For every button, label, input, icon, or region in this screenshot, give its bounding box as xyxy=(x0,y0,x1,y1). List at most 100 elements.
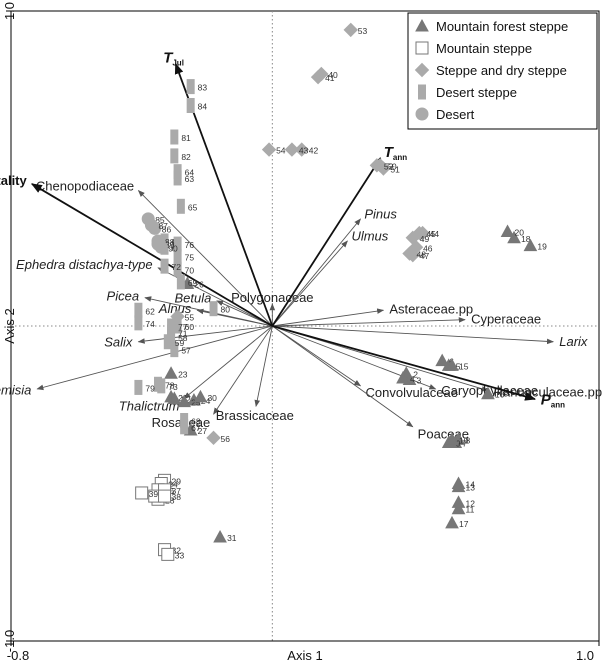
sample-label-40: 40 xyxy=(328,70,338,80)
taxon-vector-salix xyxy=(137,325,273,344)
sample-label-39: 39 xyxy=(149,489,159,499)
sample-label-90: 90 xyxy=(168,243,178,253)
sample-point-77 xyxy=(167,318,176,334)
sample-point-10 xyxy=(445,432,459,445)
sample-label-47: 47 xyxy=(420,251,430,261)
taxon-label-larix: Larix xyxy=(559,334,588,349)
sample-label-88: 88 xyxy=(165,237,175,247)
sample-point-49 xyxy=(405,230,421,246)
sample-point-53 xyxy=(343,22,358,38)
taxon-vector-betula xyxy=(216,300,273,327)
sample-label-34: 34 xyxy=(168,480,178,490)
sample-label-8: 8 xyxy=(466,435,471,445)
sample-point-17 xyxy=(445,515,459,529)
sample-point-6 xyxy=(435,353,450,367)
sample-label-76: 76 xyxy=(185,240,195,250)
taxon-label-convolvulaceae: Convolvulaceae xyxy=(365,385,458,400)
sample-label-80: 80 xyxy=(221,305,231,315)
sample-point-14 xyxy=(451,476,466,489)
legend-marker-mountain-steppe xyxy=(415,41,429,55)
sample-points: 2345678910111213141516171819202122232425… xyxy=(134,22,547,561)
sample-point-22 xyxy=(167,391,182,404)
taxon-label-betula: Betula xyxy=(174,290,211,305)
env-label-p-ann: Pann xyxy=(541,392,565,410)
sample-label-4: 4 xyxy=(410,374,415,384)
sample-label-9: 9 xyxy=(456,439,461,449)
sample-label-19: 19 xyxy=(537,242,547,252)
env-vector-continentality xyxy=(30,183,273,327)
sample-point-82 xyxy=(170,148,179,164)
taxon-vector-alnus xyxy=(196,308,273,327)
sample-label-70: 70 xyxy=(185,265,195,275)
sample-label-46: 46 xyxy=(423,243,433,253)
sample-point-83 xyxy=(186,79,195,95)
sample-point-64 xyxy=(173,164,182,180)
sample-label-68: 68 xyxy=(191,417,201,427)
taxon-label-chenopodiaceae: Chenopodiaceae xyxy=(36,178,134,193)
taxon-label-artemisia: Artemisia xyxy=(0,383,31,398)
legend-box xyxy=(407,12,598,130)
sample-label-17: 17 xyxy=(459,519,469,529)
sample-label-56: 56 xyxy=(221,434,231,444)
taxon-label-ephedra-distachya-type: Ephedra distachya-type xyxy=(16,257,153,272)
sample-point-20 xyxy=(500,224,515,237)
legend-label-steppe-and-dry-steppe: Steppe and dry steppe xyxy=(436,63,567,78)
taxon-vector-convolvulaceae xyxy=(272,325,362,387)
y-tick-label-1: -1.0 xyxy=(2,630,17,652)
y-tick-label-0: 1.0 xyxy=(2,2,17,20)
sample-label-44: 44 xyxy=(430,229,440,239)
sample-label-60: 60 xyxy=(185,322,195,332)
sample-label-16: 16 xyxy=(495,390,505,400)
taxon-label-salix: Salix xyxy=(104,334,133,349)
sample-label-82: 82 xyxy=(181,152,191,162)
sample-label-55: 55 xyxy=(185,313,195,323)
sample-label-33: 33 xyxy=(175,550,185,560)
env-label-continentality: continentality xyxy=(0,173,28,188)
sample-label-11: 11 xyxy=(466,505,475,515)
sample-label-20: 20 xyxy=(515,228,525,238)
x-axis-title: Axis 1 xyxy=(287,648,322,663)
sample-point-74 xyxy=(134,315,143,331)
sample-label-81: 81 xyxy=(181,133,191,143)
sample-label-50: 50 xyxy=(387,161,397,171)
sample-point-16 xyxy=(481,386,495,400)
sample-label-14: 14 xyxy=(466,480,476,490)
sample-point-62 xyxy=(134,302,143,318)
sample-label-45: 45 xyxy=(426,229,436,239)
taxon-vector-cyperaceae xyxy=(272,317,466,327)
sample-label-72: 72 xyxy=(172,262,182,272)
sample-label-89: 89 xyxy=(165,240,175,250)
sample-label-12: 12 xyxy=(466,498,476,508)
sample-label-62: 62 xyxy=(145,306,155,316)
legend-marker-desert xyxy=(415,107,429,121)
legend-marker-mountain-forest-steppe xyxy=(415,18,429,32)
sample-point-56 xyxy=(206,430,221,446)
sample-label-57: 57 xyxy=(181,346,191,356)
sample-label-37: 37 xyxy=(172,486,182,496)
sample-label-41: 41 xyxy=(325,73,335,83)
sample-point-72 xyxy=(160,258,169,274)
sample-point-30 xyxy=(193,389,208,403)
taxon-label-cyperaceae: Cyperaceae xyxy=(471,312,541,327)
sample-label-13: 13 xyxy=(466,483,476,493)
sample-label-43: 43 xyxy=(299,146,309,156)
zero-lines xyxy=(11,11,599,641)
sample-point-25 xyxy=(177,394,191,408)
sample-label-77: 77 xyxy=(178,322,188,332)
env-vector-t-ann xyxy=(271,157,382,327)
taxon-vector-chenopodiaceae xyxy=(137,190,273,327)
sample-label-15: 15 xyxy=(459,361,469,371)
sample-label-10: 10 xyxy=(459,435,469,445)
taxon-label-polygonaceae: Polygonaceae xyxy=(231,290,313,305)
sample-label-84: 84 xyxy=(198,102,208,112)
sample-point-38 xyxy=(158,489,172,503)
sample-label-71: 71 xyxy=(178,328,188,338)
sample-point-69 xyxy=(176,274,185,290)
sample-label-31: 31 xyxy=(227,533,237,543)
sample-label-74: 74 xyxy=(145,319,155,329)
sample-label-87: 87 xyxy=(158,221,168,231)
sample-label-26: 26 xyxy=(194,279,204,289)
sample-point-68 xyxy=(180,413,189,428)
sample-point-43 xyxy=(284,142,300,157)
legend-label-desert: Desert xyxy=(436,107,475,122)
